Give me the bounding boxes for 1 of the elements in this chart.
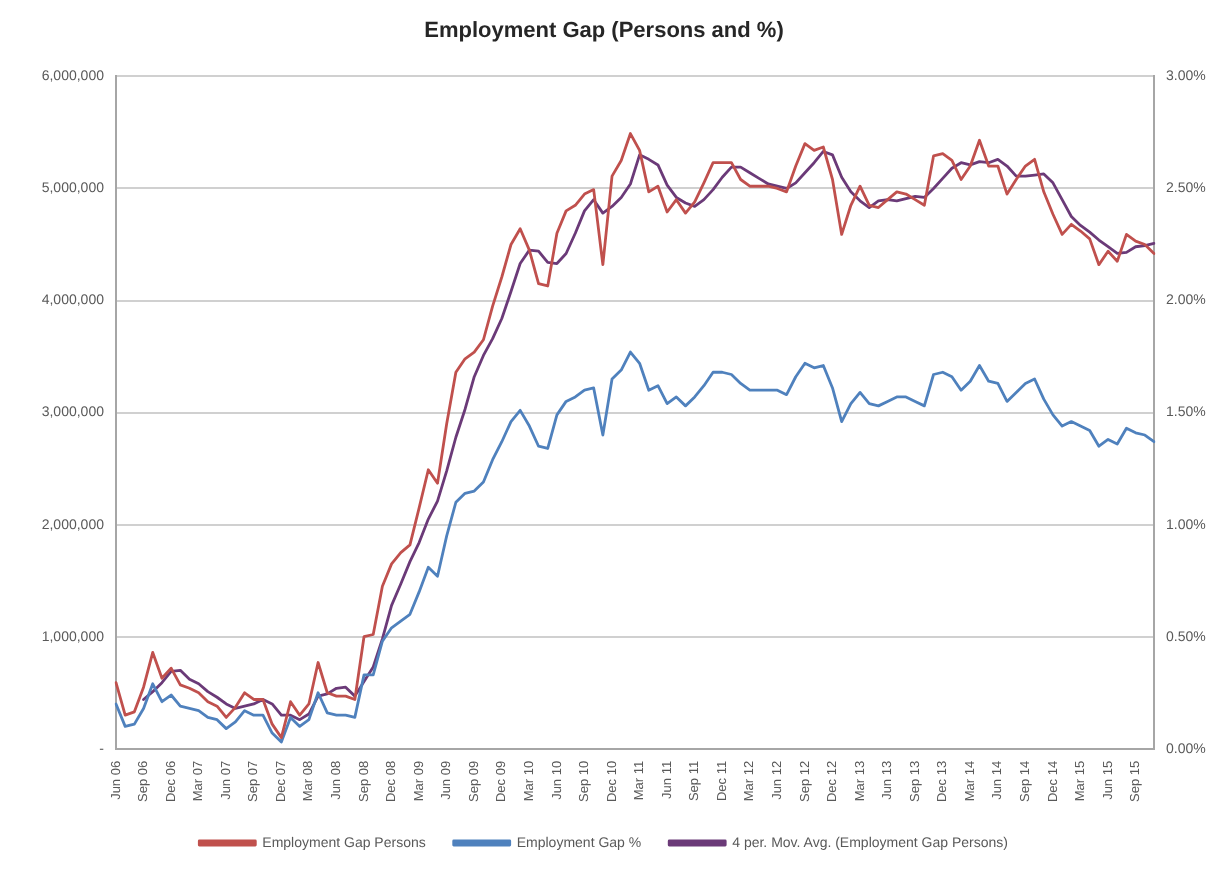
chart-title: Employment Gap (Persons and %)	[424, 19, 785, 44]
